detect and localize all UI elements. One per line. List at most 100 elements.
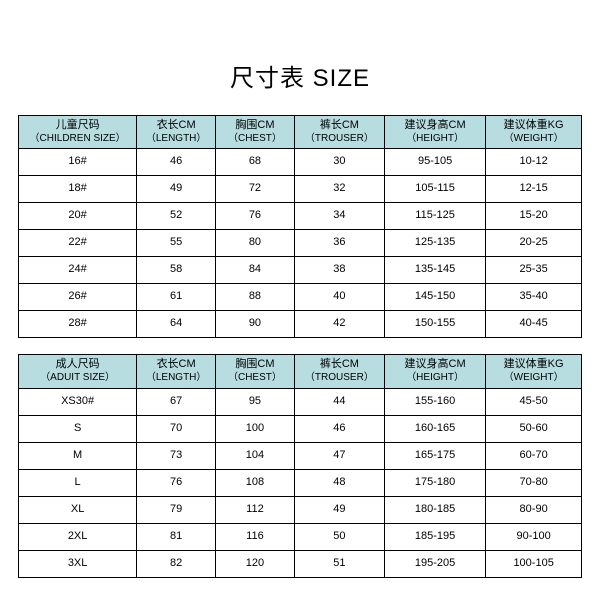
size-chart-page: 尺寸表 SIZE 儿童尺码（CHILDREN SIZE） 衣长CM（LENGTH）…	[0, 0, 600, 600]
cell: XL	[19, 496, 137, 523]
header-cn: 胸围CM	[218, 358, 292, 372]
cell: 88	[216, 284, 295, 311]
cell: 35-40	[486, 284, 582, 311]
header-en: （TROUSER）	[297, 133, 382, 146]
column-header: 儿童尺码（CHILDREN SIZE）	[19, 116, 137, 149]
cell: 68	[216, 149, 295, 176]
column-header: 建议体重KG（WEIGHT）	[486, 355, 582, 388]
cell: 180-185	[384, 496, 485, 523]
cell: 24#	[19, 257, 137, 284]
cell: 16#	[19, 149, 137, 176]
header-cn: 胸围CM	[218, 119, 292, 133]
cell: 58	[137, 257, 216, 284]
cell: 195-205	[384, 550, 485, 577]
cell: 125-135	[384, 230, 485, 257]
cell: 76	[137, 469, 216, 496]
header-cn: 裤长CM	[297, 119, 382, 133]
cell: 61	[137, 284, 216, 311]
cell: 47	[294, 442, 384, 469]
column-header: 裤长CM（TROUSER）	[294, 116, 384, 149]
cell: 60-70	[486, 442, 582, 469]
cell: M	[19, 442, 137, 469]
cell: 90	[216, 311, 295, 338]
children-row: 24#588438135-14525-35	[19, 257, 582, 284]
header-cn: 建议身高CM	[387, 358, 483, 372]
cell: 76	[216, 203, 295, 230]
children-body: 16#46683095-10510-1218#497232105-11512-1…	[19, 149, 582, 338]
header-en: （WEIGHT）	[488, 133, 579, 146]
cell: 95	[216, 388, 295, 415]
cell: 45-50	[486, 388, 582, 415]
children-row: 28#649042150-15540-45	[19, 311, 582, 338]
cell: 79	[137, 496, 216, 523]
cell: 48	[294, 469, 384, 496]
cell: 46	[294, 415, 384, 442]
cell: 20#	[19, 203, 137, 230]
header-en: （ADUIT SIZE）	[21, 372, 134, 385]
column-header: 建议身高CM（HEIGHT）	[384, 116, 485, 149]
cell: 28#	[19, 311, 137, 338]
cell: 30	[294, 149, 384, 176]
adult-body: XS30#679544155-16045-50S7010046160-16550…	[19, 388, 582, 577]
cell: 12-15	[486, 176, 582, 203]
column-header: 成人尺码（ADUIT SIZE）	[19, 355, 137, 388]
cell: 64	[137, 311, 216, 338]
header-en: （CHEST）	[218, 372, 292, 385]
cell: L	[19, 469, 137, 496]
cell: 115-125	[384, 203, 485, 230]
header-cn: 建议体重KG	[488, 358, 579, 372]
children-row: 26#618840145-15035-40	[19, 284, 582, 311]
adult-row: S7010046160-16550-60	[19, 415, 582, 442]
column-header: 胸围CM（CHEST）	[216, 355, 295, 388]
column-header: 胸围CM（CHEST）	[216, 116, 295, 149]
cell: 104	[216, 442, 295, 469]
column-header: 衣长CM（LENGTH）	[137, 355, 216, 388]
cell: 18#	[19, 176, 137, 203]
cell: S	[19, 415, 137, 442]
adult-size-table: 成人尺码（ADUIT SIZE）衣长CM（LENGTH）胸围CM（CHEST）裤…	[18, 354, 582, 577]
header-en: （HEIGHT）	[387, 372, 483, 385]
header-en: （CHEST）	[218, 133, 292, 146]
cell: 50-60	[486, 415, 582, 442]
cell: 82	[137, 550, 216, 577]
column-header: 建议身高CM（HEIGHT）	[384, 355, 485, 388]
cell: 52	[137, 203, 216, 230]
header-cn: 成人尺码	[21, 358, 134, 372]
cell: 150-155	[384, 311, 485, 338]
children-size-table: 儿童尺码（CHILDREN SIZE）衣长CM（LENGTH）胸围CM（CHES…	[18, 115, 582, 338]
adult-row: M7310447165-17560-70	[19, 442, 582, 469]
cell: 22#	[19, 230, 137, 257]
cell: 81	[137, 523, 216, 550]
cell: 145-150	[384, 284, 485, 311]
cell: 26#	[19, 284, 137, 311]
children-row: 18#497232105-11512-15	[19, 176, 582, 203]
cell: 175-180	[384, 469, 485, 496]
header-en: （WEIGHT）	[488, 372, 579, 385]
adult-row: L7610848175-18070-80	[19, 469, 582, 496]
cell: 116	[216, 523, 295, 550]
cell: 112	[216, 496, 295, 523]
children-row: 16#46683095-10510-12	[19, 149, 582, 176]
cell: 20-25	[486, 230, 582, 257]
cell: 72	[216, 176, 295, 203]
cell: 32	[294, 176, 384, 203]
cell: 34	[294, 203, 384, 230]
cell: 73	[137, 442, 216, 469]
cell: 100-105	[486, 550, 582, 577]
header-en: （LENGTH）	[139, 133, 213, 146]
cell: 36	[294, 230, 384, 257]
cell: 160-165	[384, 415, 485, 442]
header-en: （HEIGHT）	[387, 133, 483, 146]
children-row: 22#558036125-13520-25	[19, 230, 582, 257]
header-cn: 建议体重KG	[488, 119, 579, 133]
cell: 80-90	[486, 496, 582, 523]
cell: 165-175	[384, 442, 485, 469]
column-header: 建议体重KG（WEIGHT）	[486, 116, 582, 149]
column-header: 裤长CM（TROUSER）	[294, 355, 384, 388]
header-cn: 建议身高CM	[387, 119, 483, 133]
adult-row: XL7911249180-18580-90	[19, 496, 582, 523]
cell: 108	[216, 469, 295, 496]
cell: 185-195	[384, 523, 485, 550]
cell: 40	[294, 284, 384, 311]
page-title: 尺寸表 SIZE	[230, 58, 370, 93]
